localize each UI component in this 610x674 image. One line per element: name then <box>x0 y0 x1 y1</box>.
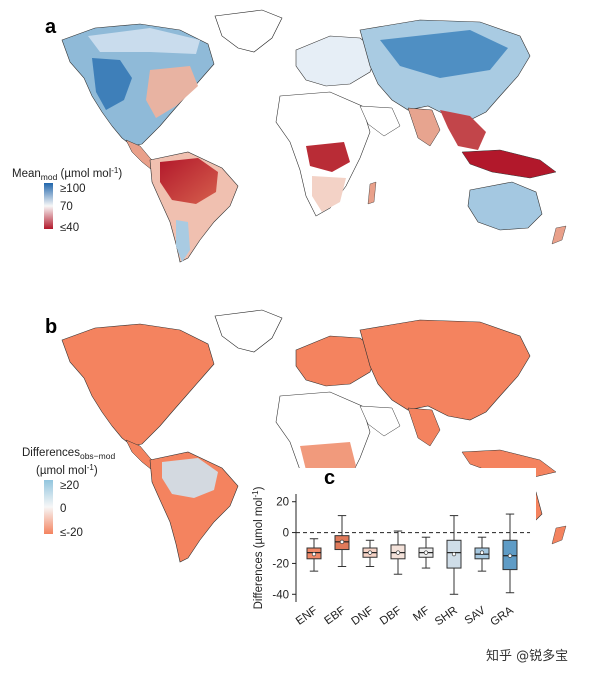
legend-a-colorbar <box>44 183 53 229</box>
legend-b-tick-low: ≤-20 <box>60 527 83 539</box>
australia-a <box>467 181 543 231</box>
y-tick-label: -20 <box>272 558 289 570</box>
asia-b <box>359 319 531 421</box>
box-mean-marker <box>451 552 457 557</box>
arabia-a <box>359 105 401 137</box>
andes-a <box>176 220 190 262</box>
south-asia-a <box>407 107 441 147</box>
map-a <box>61 9 567 263</box>
legend-a: Meanmod (µmol mol-1) ≥100 70 ≤40 <box>12 166 122 234</box>
panel-b: b Differencesobs−mod (µmol mol-1) ≥20 0 … <box>22 309 567 563</box>
box-mf: MF <box>411 536 434 624</box>
north-america-east-a <box>146 66 198 118</box>
legend-a-tick-mid: 70 <box>60 201 73 213</box>
central-africa-a <box>306 142 350 172</box>
legend-a-tick-high: ≥100 <box>60 183 86 195</box>
indonesia-a <box>461 149 557 179</box>
box-mean-marker <box>367 550 373 555</box>
panel-c-letter: c <box>324 467 335 489</box>
legend-b-title: Differencesobs−mod <box>22 447 115 461</box>
watermark: 知乎 @锐多宝 <box>486 648 568 664</box>
box-mean-marker <box>311 552 317 557</box>
south-asia-b <box>407 407 441 447</box>
madagascar-a <box>367 181 377 205</box>
north-america-a <box>61 23 215 147</box>
legend-a-title: Meanmod (µmol mol-1) <box>12 166 122 182</box>
europe-b <box>295 335 379 387</box>
siberia-a <box>380 30 508 78</box>
europe-a <box>295 35 379 87</box>
box-mean-marker <box>479 550 485 555</box>
box-mean-marker <box>423 550 429 555</box>
y-tick-label: 0 <box>283 528 289 540</box>
map-b <box>61 309 567 563</box>
legend-b-colorbar <box>44 480 53 534</box>
y-axis-label: Differences (µmol mol-1) <box>251 486 265 609</box>
greenland-b <box>214 309 283 353</box>
box-mean-marker <box>507 553 513 558</box>
box-mean-marker <box>339 539 345 544</box>
y-tick-label: 20 <box>276 497 289 509</box>
arabia-b <box>359 405 401 437</box>
legend-b-tick-mid: 0 <box>60 503 66 515</box>
greenland-a <box>214 9 283 53</box>
box-mean-marker <box>395 550 401 555</box>
amazon-a <box>160 158 218 204</box>
box-gra: GRA <box>488 513 518 629</box>
legend-b-tick-high: ≥20 <box>60 480 79 492</box>
north-america-west-a <box>92 58 132 110</box>
new-zealand-b <box>551 525 567 545</box>
legend-a-tick-low: ≤40 <box>60 222 79 234</box>
panel-a-letter: a <box>45 16 57 38</box>
panel-a: a <box>12 9 567 263</box>
y-tick-label: -40 <box>272 589 289 601</box>
legend-b: Differencesobs−mod (µmol mol-1) ≥20 0 ≤-… <box>22 447 115 539</box>
panel-c-background <box>252 468 536 654</box>
southeast-asia-a <box>440 110 486 150</box>
north-america-north-a <box>88 28 200 54</box>
amazon-b <box>162 458 218 498</box>
legend-b-unit: (µmol mol-1) <box>36 463 98 477</box>
panel-b-letter: b <box>45 316 57 338</box>
new-zealand-a <box>551 225 567 245</box>
north-america-b <box>61 323 215 447</box>
southern-africa-a <box>312 176 346 212</box>
